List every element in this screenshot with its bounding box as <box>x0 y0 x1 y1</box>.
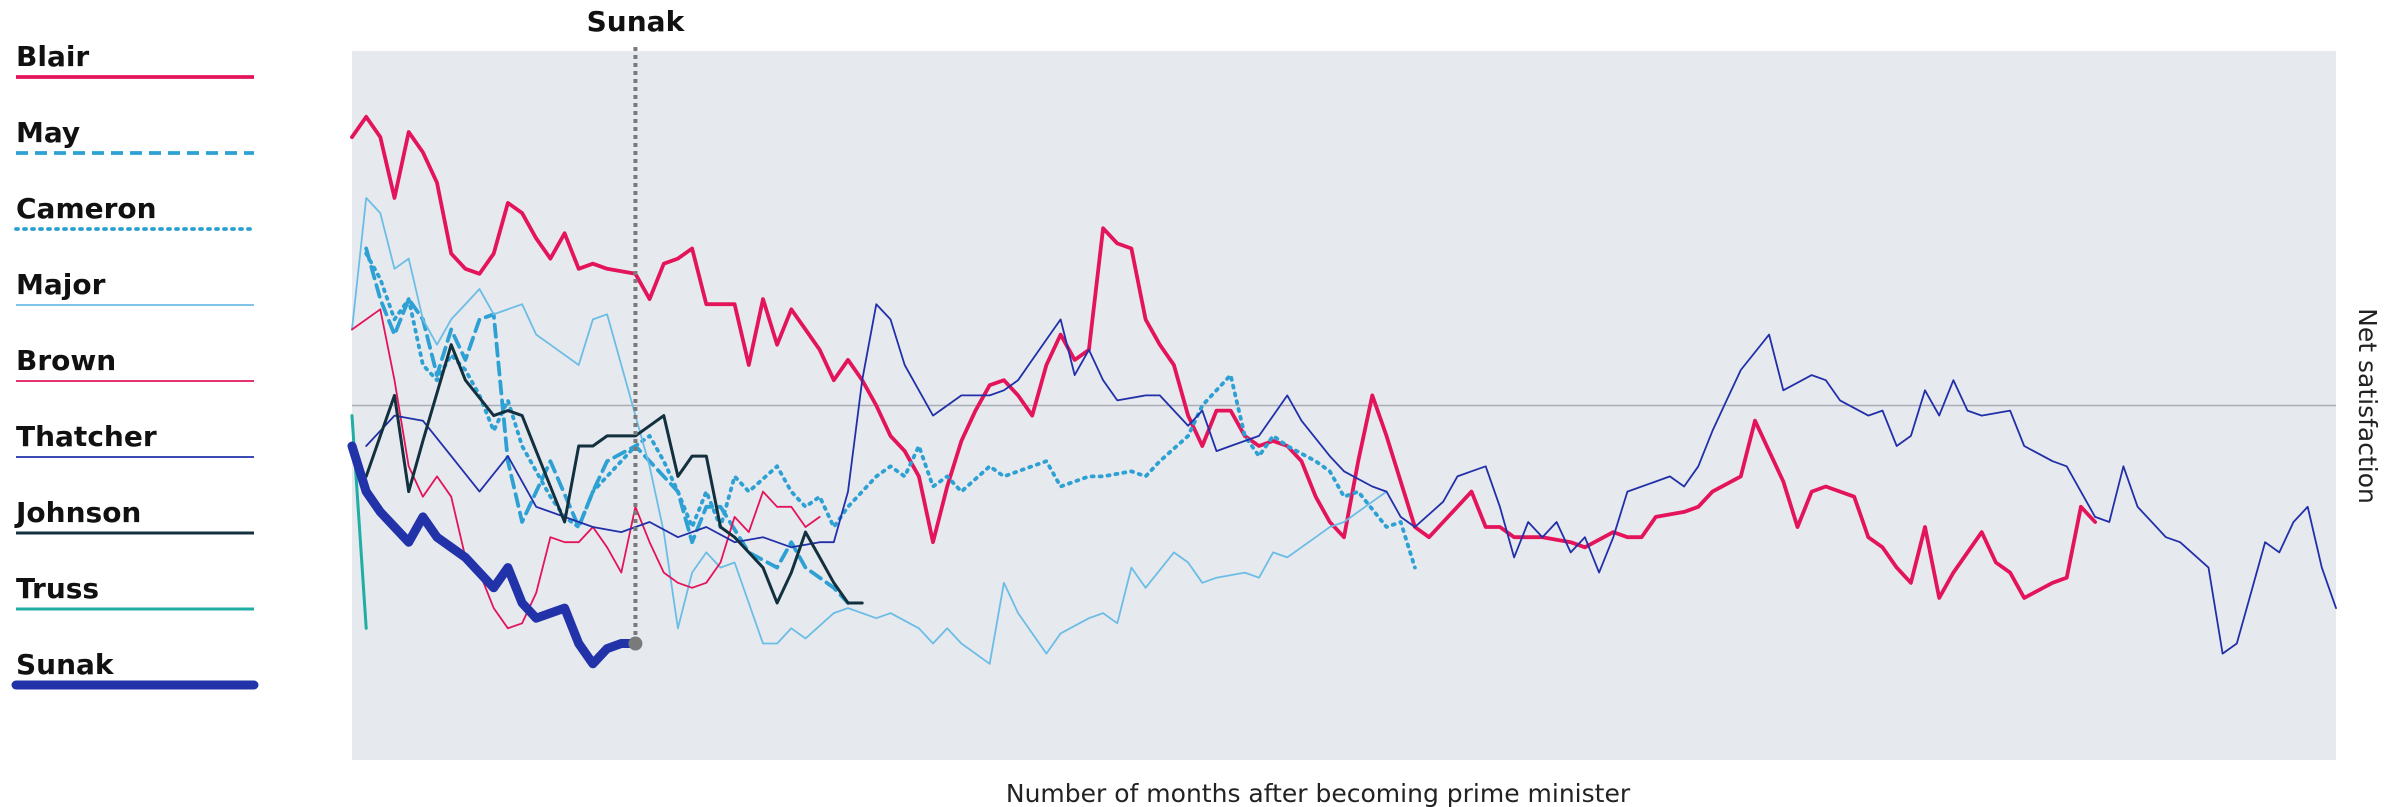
series-line <box>364 343 864 605</box>
legend-label: Cameron <box>16 192 157 225</box>
series-line <box>351 197 1388 665</box>
legend-label: Blair <box>16 40 89 73</box>
annotation-dot <box>628 636 643 651</box>
series-line <box>351 308 821 630</box>
legend-label: Sunak <box>16 648 115 681</box>
series-line <box>347 441 640 669</box>
legend-label: Truss <box>16 572 99 605</box>
legend-label: Johnson <box>14 496 141 529</box>
legend: Blair May Cameron Major Brown Thatcher Johnson… <box>11 40 259 690</box>
legend-label: Major <box>16 268 106 301</box>
series-line <box>364 246 850 605</box>
series-line <box>365 303 2337 655</box>
x-axis-label: Number of months after becoming prime mi… <box>1006 779 1631 807</box>
legend-label: May <box>16 116 80 149</box>
y-axis-label: Net satisfaction <box>2353 308 2382 504</box>
legend-label: Brown <box>16 344 116 377</box>
annotation-text: Sunak <box>587 5 686 38</box>
legend-label: Thatcher <box>16 420 157 453</box>
